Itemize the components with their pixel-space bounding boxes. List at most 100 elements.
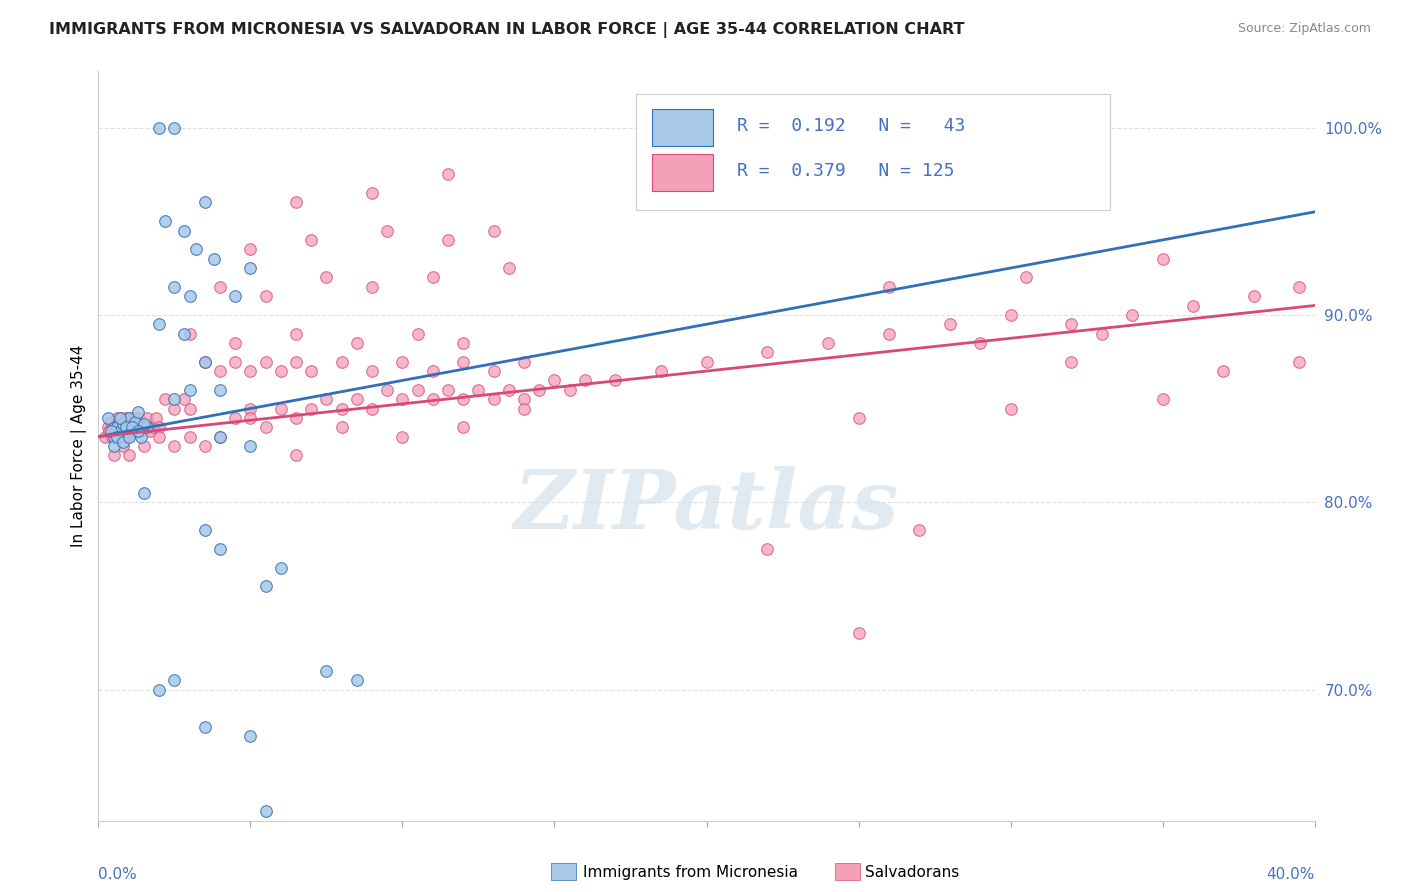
Point — [406, 326, 429, 341]
Point — [209, 430, 232, 444]
Point — [467, 383, 489, 397]
Point — [103, 430, 125, 444]
Point — [529, 383, 551, 397]
Point — [285, 410, 308, 425]
Point — [132, 417, 155, 431]
Point — [391, 392, 413, 407]
Point — [118, 449, 141, 463]
Text: 0.0%: 0.0% — [98, 867, 138, 882]
Point — [605, 374, 627, 388]
Point — [111, 439, 134, 453]
Point — [184, 243, 207, 257]
Point — [96, 410, 118, 425]
Point — [96, 420, 118, 434]
Point — [194, 439, 217, 453]
Point — [361, 364, 384, 378]
FancyBboxPatch shape — [652, 153, 713, 191]
Point — [121, 420, 143, 434]
Point — [817, 336, 839, 351]
Point — [1000, 308, 1022, 322]
Point — [173, 224, 195, 238]
Point — [1288, 280, 1310, 294]
Text: 40.0%: 40.0% — [1267, 867, 1315, 882]
Point — [224, 410, 246, 425]
Point — [179, 383, 201, 397]
Point — [239, 410, 262, 425]
Point — [155, 214, 177, 228]
FancyBboxPatch shape — [551, 863, 576, 880]
Point — [1212, 364, 1234, 378]
Point — [498, 383, 520, 397]
Point — [179, 430, 201, 444]
Point — [406, 383, 429, 397]
Point — [118, 417, 141, 431]
Point — [299, 364, 322, 378]
Point — [129, 424, 152, 438]
Text: R =  0.379   N = 125: R = 0.379 N = 125 — [737, 162, 955, 180]
Point — [121, 424, 143, 438]
Point — [1015, 270, 1038, 285]
Point — [330, 355, 353, 369]
Point — [101, 430, 124, 444]
Point — [163, 401, 186, 416]
Point — [129, 430, 152, 444]
Point — [285, 355, 308, 369]
Point — [112, 420, 135, 434]
Point — [1000, 401, 1022, 416]
Point — [254, 420, 277, 434]
Point — [127, 424, 149, 438]
Point — [482, 392, 505, 407]
Point — [125, 424, 148, 438]
Point — [848, 626, 870, 640]
FancyBboxPatch shape — [636, 94, 1111, 210]
Point — [179, 326, 201, 341]
Point — [209, 430, 232, 444]
Point — [98, 424, 121, 438]
Point — [391, 355, 413, 369]
Point — [346, 336, 368, 351]
Point — [254, 289, 277, 303]
Point — [145, 410, 167, 425]
Point — [1243, 289, 1265, 303]
Point — [254, 805, 277, 819]
Point — [114, 430, 136, 444]
Point — [270, 401, 292, 416]
Point — [128, 410, 150, 425]
Point — [422, 270, 444, 285]
Point — [194, 195, 217, 210]
Text: IMMIGRANTS FROM MICRONESIA VS SALVADORAN IN LABOR FORCE | AGE 35-44 CORRELATION : IMMIGRANTS FROM MICRONESIA VS SALVADORAN… — [49, 22, 965, 38]
Point — [1288, 355, 1310, 369]
Point — [375, 224, 398, 238]
Point — [756, 542, 779, 557]
Point — [163, 392, 186, 407]
Point — [148, 420, 170, 434]
Point — [315, 392, 337, 407]
Point — [118, 430, 141, 444]
Point — [108, 410, 131, 425]
Point — [173, 326, 195, 341]
Text: Source: ZipAtlas.com: Source: ZipAtlas.com — [1237, 22, 1371, 36]
Point — [100, 415, 122, 429]
Point — [163, 673, 186, 688]
Point — [437, 383, 460, 397]
Point — [1182, 299, 1205, 313]
Point — [453, 392, 475, 407]
Point — [179, 401, 201, 416]
Point — [453, 355, 475, 369]
Point — [422, 364, 444, 378]
Point — [209, 364, 232, 378]
Point — [136, 410, 159, 425]
Point — [453, 336, 475, 351]
Point — [437, 168, 460, 182]
FancyBboxPatch shape — [835, 863, 860, 880]
Point — [1060, 318, 1083, 332]
Point — [103, 420, 125, 434]
Point — [315, 664, 337, 678]
Point — [239, 243, 262, 257]
Point — [239, 401, 262, 416]
Point — [163, 280, 186, 294]
Point — [108, 424, 131, 438]
Point — [346, 673, 368, 688]
Point — [224, 289, 246, 303]
Point — [848, 410, 870, 425]
